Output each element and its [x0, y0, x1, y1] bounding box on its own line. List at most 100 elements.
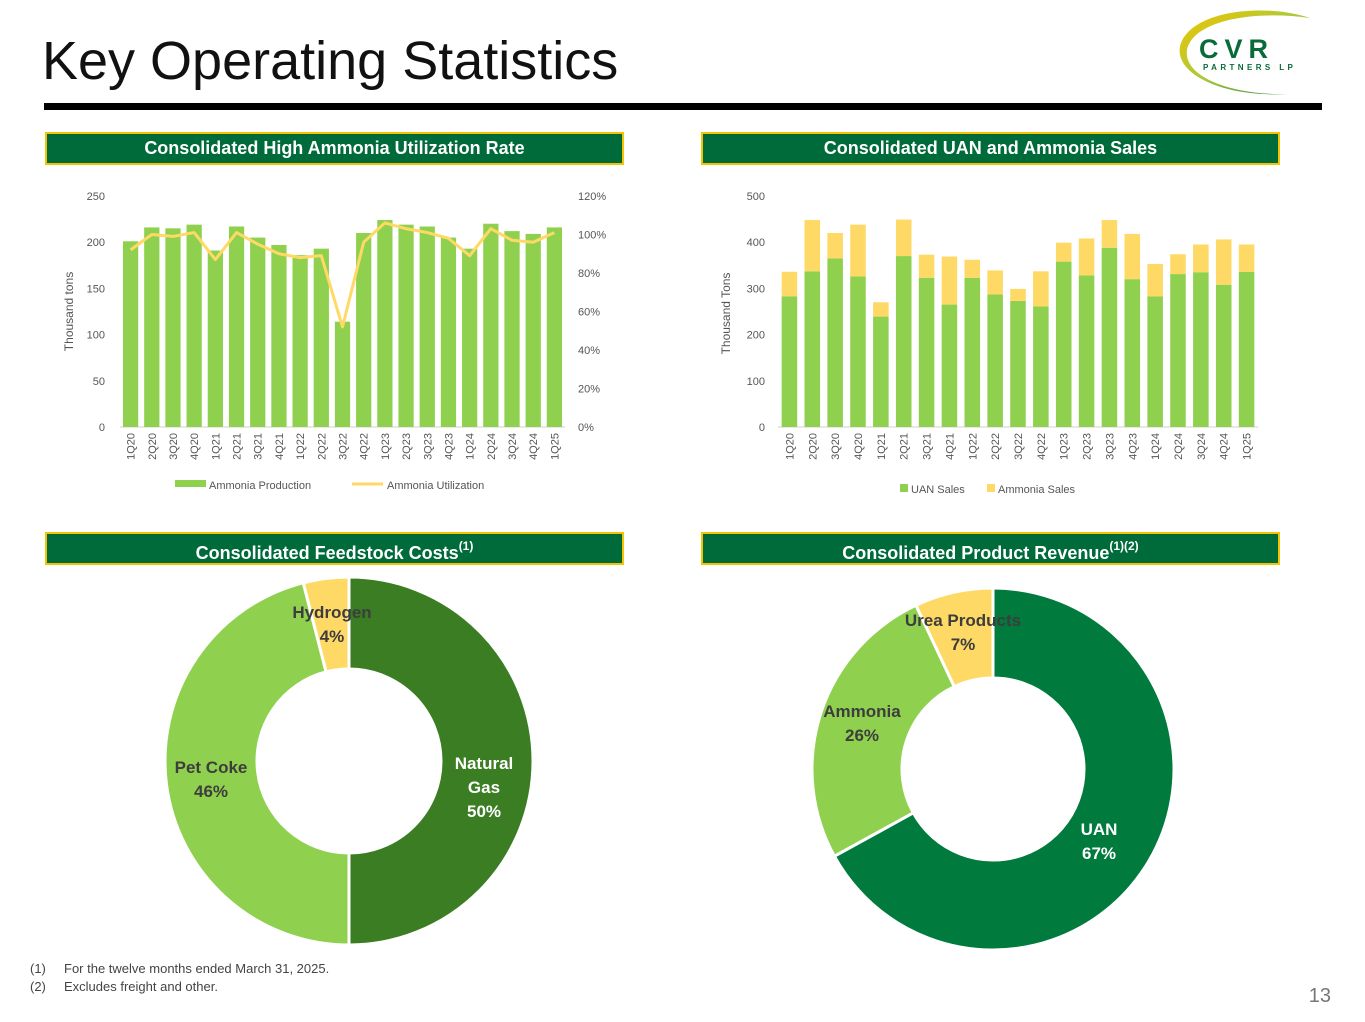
bar-uan-sales	[1055, 261, 1072, 427]
y2-tick-label: 80%	[578, 268, 600, 280]
footnotes: (1) For the twelve months ended March 31…	[30, 960, 329, 996]
slice-percent-label: 26%	[845, 726, 879, 745]
bar-uan-sales	[1193, 272, 1209, 427]
bar-uan-sales	[873, 316, 889, 427]
legend-swatch-ammonia	[987, 484, 995, 492]
x-tick-label: 2Q23	[1082, 433, 1094, 460]
x-tick-label: 3Q23	[1104, 433, 1116, 460]
y-tick-label: 150	[87, 283, 105, 295]
donut-slice-pet-coke	[163, 580, 351, 947]
logo-tagline: PARTNERS LP	[1203, 63, 1296, 72]
bar-ammonia-sales	[827, 232, 843, 259]
bar-ammonia-production	[271, 244, 287, 427]
bar-ammonia-production	[292, 255, 308, 427]
legend-swatch-production	[175, 480, 206, 487]
bar-uan-sales	[850, 276, 866, 427]
panel-title: Consolidated UAN and Ammonia Sales	[823, 138, 1158, 158]
y-tick-label: 200	[747, 330, 765, 342]
x-tick-label: 1Q21	[210, 433, 222, 460]
bar-ammonia-sales	[1124, 233, 1141, 280]
bar-ammonia-sales	[1238, 244, 1255, 272]
bar-uan-sales	[804, 271, 821, 427]
title-divider	[44, 103, 1322, 110]
legend-label: Ammonia Utilization	[387, 480, 484, 492]
x-tick-label: 2Q22	[316, 433, 328, 460]
utilization-chart: 250 200 150 100 50 0 120% 100% 80% 60% 40% 20% 0% Tho…	[62, 191, 606, 492]
bar-ammonia-sales	[987, 270, 1003, 295]
bar-ammonia-sales	[850, 224, 866, 277]
slice-name-label: Natural	[455, 754, 514, 773]
x-tick-label: 1Q25	[1242, 433, 1254, 460]
footnote-number: (1)	[30, 961, 46, 976]
y2-tick-label: 20%	[578, 384, 600, 396]
footnote-text: Excludes freight and other.	[64, 979, 218, 994]
slice-percent-label: 50%	[467, 802, 501, 821]
x-tick-label: 3Q23	[422, 433, 434, 460]
y-tick-label: 50	[93, 376, 105, 388]
bar-ammonia-sales	[895, 219, 912, 257]
x-tick-label: 4Q23	[1127, 433, 1139, 460]
bar-ammonia-sales	[1078, 238, 1095, 276]
bar-ammonia-sales	[1193, 244, 1209, 273]
bar-ammonia-production	[207, 250, 223, 427]
y-axis-title: Thousand tons	[62, 272, 76, 351]
donut-slice-hydrogen	[301, 575, 351, 674]
donut-slice-uan	[832, 586, 1176, 952]
y2-tick-label: 100%	[578, 230, 606, 242]
bar-uan-sales	[1078, 275, 1095, 427]
x-tick-label: 4Q24	[1219, 433, 1231, 460]
bar-ammonia-production	[186, 224, 202, 427]
bar-uan-sales	[1124, 279, 1141, 427]
x-tick-label: 3Q21	[253, 433, 265, 460]
cvr-logo: CVR PARTNERS LP	[1179, 10, 1310, 95]
bar-uan-sales	[1010, 300, 1026, 427]
footnote: (2) Excludes freight and other.	[30, 978, 329, 996]
donut-slice-natural-gas	[347, 575, 535, 947]
bar-ammonia-production	[144, 227, 160, 427]
footnote-ref: (1)(2)	[1109, 539, 1139, 553]
footnote: (1) For the twelve months ended March 31…	[30, 960, 329, 978]
bar-ammonia-production	[122, 241, 139, 427]
logo-wordmark: CVR	[1199, 34, 1274, 64]
legend-label: Ammonia Production	[209, 480, 311, 492]
bar-uan-sales	[827, 258, 843, 427]
bar-uan-sales	[1033, 306, 1049, 427]
bar-ammonia-production	[165, 228, 181, 427]
y-tick-label: 200	[87, 237, 105, 249]
bar-uan-sales	[918, 277, 935, 427]
line-ammonia-utilization	[129, 221, 556, 329]
bar-ammonia-production	[462, 248, 478, 427]
bar-uan-sales	[1215, 284, 1232, 427]
bar-uan-sales	[1170, 274, 1186, 427]
x-tick-label: 4Q20	[853, 433, 865, 460]
bar-ammonia-production	[398, 224, 414, 427]
slice-percent-label: 46%	[194, 782, 228, 801]
y-tick-label: 0	[99, 422, 105, 434]
legend-label: UAN Sales	[911, 484, 965, 496]
bar-ammonia-sales	[873, 302, 889, 317]
x-tick-label: 2Q20	[807, 433, 819, 460]
x-tick-label: 3Q22	[1013, 433, 1025, 460]
bar-ammonia-sales	[941, 256, 958, 305]
y-tick-label: 400	[747, 237, 765, 249]
bar-ammonia-sales	[781, 271, 798, 297]
bar-ammonia-production	[525, 233, 541, 427]
slice-percent-label: 67%	[1082, 844, 1116, 863]
bar-ammonia-sales	[964, 259, 981, 278]
panel-header-utilization: Consolidated High Ammonia Utilization Ra…	[45, 132, 624, 165]
slice-percent-label: 4%	[320, 627, 345, 646]
bar-ammonia-sales	[1055, 242, 1072, 262]
x-tick-label: 2Q23	[401, 433, 413, 460]
y-axis-title: Thousand Tons	[719, 273, 733, 355]
x-tick-label: 4Q21	[944, 433, 956, 460]
x-tick-label: 1Q20	[784, 433, 796, 460]
legend-swatch-uan	[900, 484, 908, 492]
y2-tick-label: 120%	[578, 191, 606, 203]
x-tick-label: 2Q24	[486, 433, 498, 460]
slice-name-label: Gas	[468, 778, 500, 797]
x-tick-label: 1Q22	[967, 433, 979, 460]
x-tick-label: 4Q23	[443, 433, 455, 460]
bar-ammonia-production	[504, 231, 520, 427]
bar-uan-sales	[895, 256, 912, 427]
slice-name-label: Hydrogen	[292, 603, 371, 622]
